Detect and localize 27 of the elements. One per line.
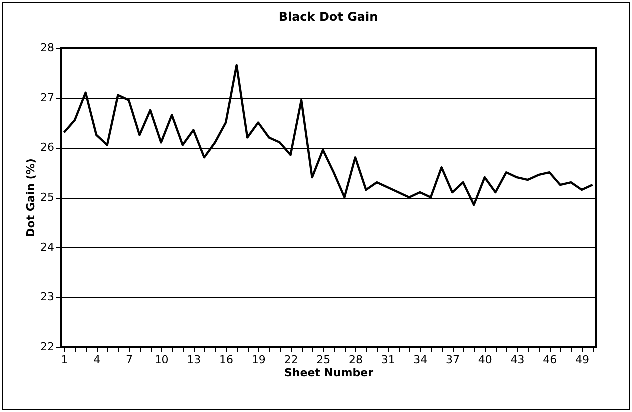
x-tick-label: 37	[446, 354, 460, 366]
x-tick-label: 40	[478, 354, 492, 366]
x-tick-label: 28	[348, 354, 363, 366]
x-tick-label: 43	[510, 354, 525, 366]
x-tick-label: 13	[187, 354, 202, 366]
y-tick-label: 24	[40, 240, 54, 254]
x-tick-label: 16	[220, 354, 234, 366]
x-tick-label: 10	[154, 354, 169, 366]
x-tick-label: 7	[126, 354, 133, 366]
x-tick-label: 49	[575, 354, 590, 366]
x-tick-label: 1	[61, 354, 68, 366]
y-tick-label: 23	[40, 290, 54, 304]
y-tick-label: 26	[40, 141, 54, 154]
x-tick-label: 19	[252, 354, 266, 366]
x-tick-label: 4	[94, 354, 101, 366]
x-tick-label: 31	[381, 354, 396, 366]
y-tick-label: 28	[40, 42, 54, 54]
chart-title: Black Dot Gain	[278, 10, 378, 24]
y-tick-label: 22	[40, 340, 54, 354]
y-tick-label: 27	[40, 91, 54, 104]
x-tick-label: 22	[284, 354, 298, 366]
x-tick-label: 34	[414, 354, 428, 366]
y-tick-label: 25	[40, 191, 54, 204]
y-axis-title: Dot Gain (%)	[24, 158, 38, 238]
x-tick-label: 46	[543, 354, 558, 366]
x-axis-title: Sheet Number	[284, 366, 374, 380]
x-tick-label: 25	[316, 354, 331, 366]
